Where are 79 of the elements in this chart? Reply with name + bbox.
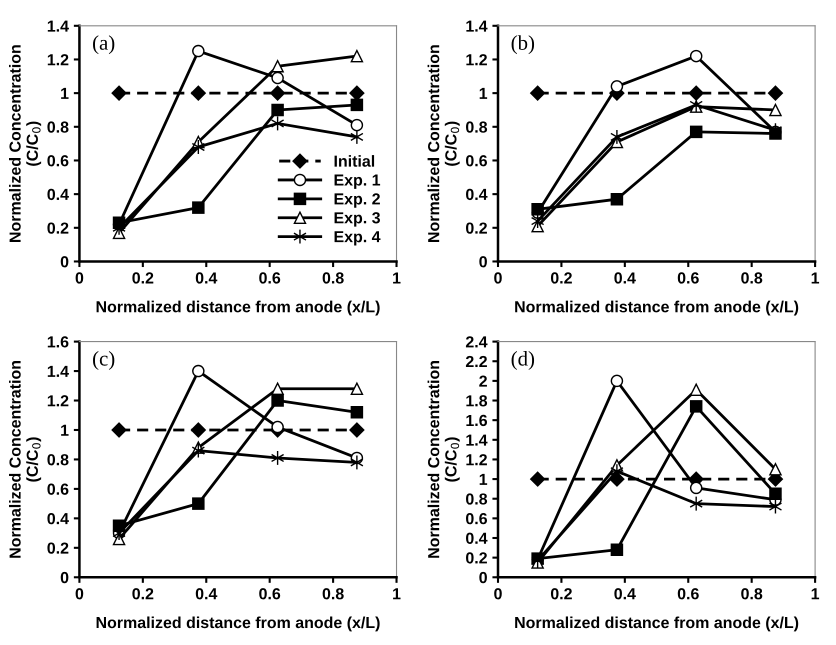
y-tick-label: 1.6 — [48, 336, 68, 348]
y-tick-label: 1.6 — [466, 414, 488, 426]
y-tick-label: 0.4 — [466, 188, 488, 200]
x-tick-label: 0.4 — [196, 588, 218, 600]
y-axis-title: Normalized Concentration (C/C$_{0}$) — [428, 361, 460, 558]
legend-label: Exp. 3 — [334, 212, 380, 227]
x-axis-title: Normalized distance from anode (x/L) — [96, 300, 380, 316]
chart-title: (d) — [512, 351, 534, 370]
x-tick-label: 0.4 — [614, 588, 636, 600]
y-tick-label: 1 — [480, 474, 488, 485]
x-tick-label: 0.8 — [741, 272, 762, 284]
x-tick-label: 1 — [812, 588, 820, 600]
y-tick-label: 0.8 — [47, 121, 69, 133]
y-tick-label: 0.6 — [47, 155, 68, 166]
x-tick-label: 0.8 — [741, 588, 762, 600]
x-tick-label: 0.2 — [132, 588, 154, 600]
y-tick-label: 0.2 — [47, 222, 68, 234]
x-tick-label: 0.6 — [678, 588, 699, 600]
y-tick-label: 0.2 — [466, 222, 487, 234]
y-tick-label: 1.4 — [466, 20, 488, 32]
y-tick-label: 0.4 — [466, 532, 488, 544]
x-tick-label: 0 — [494, 272, 502, 284]
y-axis-title: Normalized Concentration (C/C$_{0}$) — [9, 45, 42, 242]
y-axis-title: Normalized Concentration (C/C$_{0}$) — [9, 361, 42, 558]
y-tick-label: 0 — [60, 572, 68, 584]
x-tick-label: 0.2 — [550, 588, 572, 600]
x-tick-label: 0 — [494, 588, 502, 600]
y-tick-label: 0 — [479, 256, 487, 268]
x-tick-label: 0.6 — [259, 588, 280, 600]
y-tick-label: 1 — [480, 88, 488, 99]
y-tick-label: 0.2 — [466, 552, 487, 564]
chart-title: (c) — [93, 351, 114, 370]
legend-label: Initial — [334, 155, 374, 167]
x-tick-label: 1 — [393, 588, 401, 600]
y-tick-label: 1.8 — [466, 395, 488, 406]
y-tick-label: 0 — [479, 572, 487, 584]
y-tick-label: 0.8 — [466, 121, 488, 133]
y-tick-label: 2.2 — [466, 356, 487, 368]
x-tick-label: 0.2 — [550, 272, 572, 284]
y-tick-label: 0.6 — [466, 155, 488, 166]
y-tick-label: 0.4 — [47, 512, 69, 524]
x-tick-label: 1 — [812, 272, 820, 284]
y-tick-label: 1.2 — [48, 395, 68, 406]
y-tick-label: 0 — [60, 256, 68, 268]
x-tick-label: 0.4 — [614, 272, 636, 284]
y-tick-label: 2.4 — [466, 336, 488, 348]
y-tick-label: 1.2 — [466, 54, 487, 66]
y-tick-label: 1 — [61, 88, 69, 99]
x-tick-label: 0.6 — [678, 272, 699, 284]
x-tick-label: 0 — [76, 588, 84, 600]
y-tick-label: 0.2 — [47, 542, 68, 554]
legend-label: Exp. 1 — [334, 174, 380, 189]
legend-label: Exp. 2 — [334, 193, 380, 208]
x-tick-label: 0.2 — [132, 272, 154, 284]
x-tick-label: 1 — [393, 272, 401, 284]
y-tick-label: 0.6 — [47, 484, 68, 495]
y-tick-label: 1.2 — [48, 54, 68, 66]
x-tick-label: 0.6 — [259, 272, 280, 284]
y-axis-title: Normalized Concentration (C/C$_{0}$) — [428, 45, 460, 242]
y-tick-label: 0.6 — [466, 512, 488, 524]
y-tick-label: 2 — [479, 376, 487, 387]
y-tick-label: 0.8 — [466, 493, 488, 505]
x-tick-label: 0.8 — [322, 588, 344, 600]
x-tick-label: 0 — [76, 272, 84, 284]
legend-label: Exp. 4 — [334, 231, 380, 246]
y-tick-label: 1.4 — [466, 434, 488, 446]
x-axis-title: Normalized distance from anode (x/L) — [515, 300, 798, 316]
y-tick-label: 1 — [61, 424, 69, 436]
y-tick-label: 0.8 — [47, 454, 69, 466]
y-tick-label: 0.4 — [47, 188, 69, 200]
x-axis-title: Normalized distance from anode (x/L) — [96, 616, 380, 632]
chart-title: (b) — [512, 35, 534, 54]
x-axis-title: Normalized distance from anode (x/L) — [515, 616, 798, 632]
x-tick-label: 0.4 — [196, 272, 218, 284]
y-tick-label: 1.2 — [466, 454, 487, 466]
y-tick-label: 1.4 — [48, 366, 69, 377]
x-tick-label: 0.8 — [322, 272, 344, 284]
y-tick-label: 1.4 — [48, 20, 69, 32]
chart-title: (a) — [93, 35, 114, 54]
